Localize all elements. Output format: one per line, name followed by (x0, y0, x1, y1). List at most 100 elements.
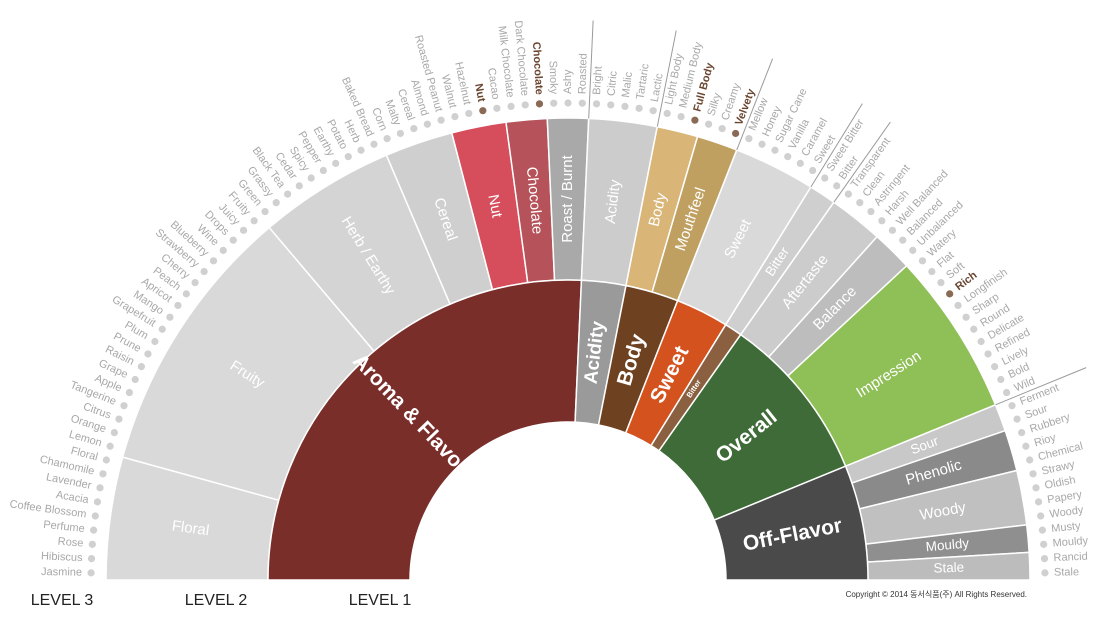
term-dot (250, 217, 258, 225)
term-dot (102, 456, 110, 464)
term-dot (635, 104, 643, 112)
term-dot (1040, 554, 1049, 563)
term-dot (120, 402, 128, 410)
term-dot (144, 350, 152, 358)
term-dot (410, 125, 418, 133)
term-dot (1040, 540, 1048, 548)
term-dot (115, 415, 123, 423)
term-dot (396, 129, 404, 138)
term-dot (307, 174, 315, 182)
term-dot (1038, 526, 1046, 534)
term-dot (93, 498, 102, 506)
term-dot (937, 278, 945, 287)
term-dot (239, 226, 248, 234)
term-label: Lactic (649, 72, 666, 103)
term-dot (997, 375, 1005, 384)
group-divider (588, 20, 594, 119)
term-dot (87, 554, 96, 563)
term-label: Smoky (547, 60, 560, 94)
term-dot (758, 140, 766, 148)
term-dot (261, 207, 269, 216)
term-dot (1037, 512, 1045, 520)
term-label: Jasmine (41, 566, 82, 579)
group-divider (833, 121, 891, 203)
term-dot (691, 116, 699, 124)
term-dot (977, 337, 985, 346)
level2-label: Acidity (602, 178, 624, 224)
term-dot (550, 99, 558, 107)
term-dot (479, 107, 487, 115)
term-dot (1034, 498, 1043, 506)
level-label: LEVEL 3 (31, 592, 94, 609)
term-dot (954, 301, 962, 310)
term-dot (833, 182, 841, 190)
term-dot (592, 100, 601, 108)
term-dot (465, 109, 473, 118)
term-label: Bright (591, 66, 605, 95)
term-dot (928, 267, 936, 276)
term-dot (370, 140, 378, 148)
term-label: Ashy (562, 69, 574, 94)
copyright: Copyright © 2014 동서식품(주) All Rights Rese… (846, 590, 1027, 599)
term-dot (535, 100, 544, 108)
term-dot (319, 166, 327, 175)
term-dot (946, 290, 954, 298)
term-dot (663, 109, 671, 118)
term-dot (493, 104, 501, 112)
term-dot (621, 102, 629, 111)
term-label: Cacao (485, 67, 502, 100)
term-dot (809, 166, 817, 175)
term-dot (578, 99, 586, 107)
term-dot (229, 236, 237, 244)
level2-label: Mouldy (925, 535, 970, 554)
term-label: Woody (1049, 504, 1085, 521)
term-label: Malic (620, 71, 635, 98)
term-dot (87, 569, 95, 577)
term-dot (984, 350, 992, 358)
group-divider (995, 367, 1087, 406)
term-dot (821, 174, 829, 182)
term-label: Papery (1046, 489, 1083, 507)
term-label: Nut (472, 83, 487, 104)
term-dot (1018, 428, 1026, 437)
level2-label: Stale (933, 560, 964, 576)
term-label: Musty (1051, 520, 1082, 535)
term-dot (437, 116, 445, 124)
term-label: Rancid (1053, 551, 1088, 565)
term-dot (844, 190, 852, 198)
term-dot (745, 135, 753, 143)
term-label: Roasted (576, 53, 589, 94)
term-dot (796, 159, 804, 167)
group-divider (736, 58, 774, 151)
term-dot (784, 153, 792, 161)
term-dot (704, 120, 713, 128)
term-dot (451, 112, 459, 121)
term-dot (771, 146, 779, 154)
level2-label: Chocolate (523, 166, 546, 235)
term-dot (1003, 388, 1011, 397)
level2-label: Roast / Burnt (559, 154, 576, 242)
level-label: LEVEL 2 (185, 592, 248, 609)
term-dot (1026, 456, 1034, 464)
term-dot (1029, 470, 1037, 478)
group-divider (656, 30, 677, 127)
term-dot (106, 442, 114, 450)
term-dot (137, 363, 145, 371)
term-dot (166, 313, 174, 321)
term-dot (649, 107, 657, 115)
term-dot (110, 428, 118, 437)
term-label: Rose (57, 536, 84, 550)
term-dot (718, 125, 726, 133)
term-dot (1022, 442, 1030, 450)
term-label: Tartaric (634, 62, 651, 100)
term-dot (867, 207, 875, 216)
term-label: Mouldy (1052, 535, 1089, 550)
term-label: Hibiscus (41, 550, 84, 564)
term-label: Acacia (55, 489, 90, 506)
term-dot (125, 388, 133, 397)
term-dot (191, 278, 199, 287)
level2-label: Floral (171, 517, 210, 539)
term-dot (732, 129, 740, 138)
term-dot (564, 99, 572, 107)
